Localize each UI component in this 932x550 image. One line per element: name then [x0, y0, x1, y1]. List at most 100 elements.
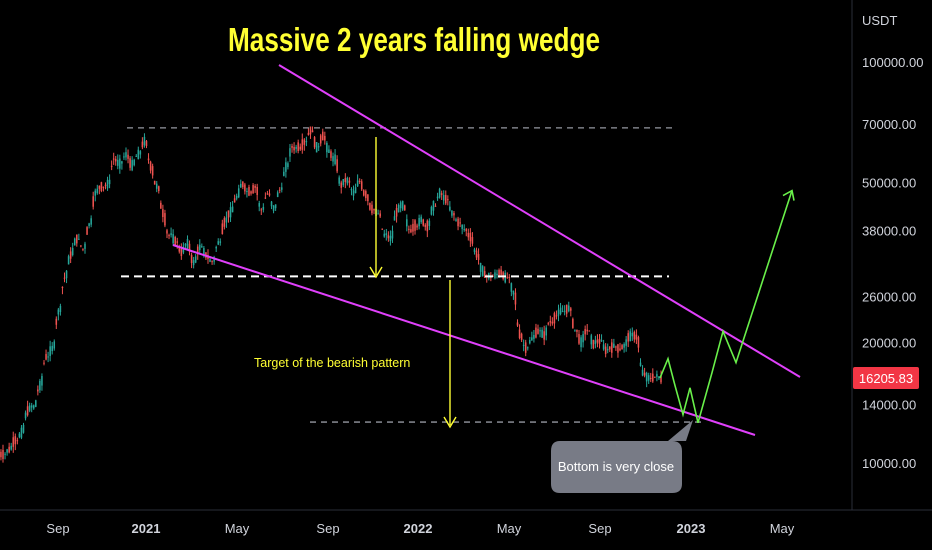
candle-body — [293, 146, 295, 151]
candle-body — [467, 232, 470, 238]
candle-body — [178, 246, 181, 252]
candle-body — [373, 208, 375, 211]
candle-body — [611, 342, 613, 353]
candle-body — [41, 376, 43, 386]
candle-body — [344, 178, 347, 183]
candle-body — [117, 159, 119, 166]
candle-body — [192, 260, 195, 266]
candle-body — [383, 233, 386, 237]
candle-body — [26, 406, 29, 416]
callout-box — [551, 420, 693, 493]
candle-body — [656, 374, 658, 377]
y-tick-label: 38000.00 — [862, 224, 916, 239]
candle-body — [305, 141, 308, 143]
candle-body — [215, 246, 217, 249]
projection-arrowhead — [782, 189, 795, 201]
candle-body — [342, 179, 345, 186]
candle-body — [188, 243, 191, 252]
candle-body — [504, 272, 506, 283]
candle-body — [287, 163, 289, 168]
candle-body — [600, 340, 603, 342]
candle-body — [92, 196, 94, 207]
candle-body — [227, 210, 230, 218]
chart-title: Massive 2 years falling wedge — [228, 21, 600, 58]
candle-body — [592, 339, 595, 349]
x-tick-label: May — [770, 521, 795, 536]
candle-body — [518, 329, 521, 339]
candle-body — [147, 158, 150, 161]
candle-body — [39, 380, 41, 391]
x-tick-label: 2023 — [677, 521, 706, 536]
candle-body — [274, 204, 277, 209]
candle-body — [371, 204, 373, 214]
candle-body — [158, 186, 160, 192]
height-arrow-head — [369, 266, 383, 279]
candle-body — [184, 243, 187, 246]
candle-body — [321, 131, 324, 141]
candle-body — [584, 329, 586, 335]
candle-body — [47, 356, 49, 358]
candle-body — [567, 305, 570, 312]
candle-body — [590, 335, 593, 345]
candle-body — [625, 339, 627, 346]
candle-body — [125, 152, 127, 158]
candle-body — [410, 229, 412, 233]
candle-body — [319, 135, 322, 144]
price-axis[interactable]: 10000.00 14000.00 20000.00 26000.00 38000.00… — [862, 55, 923, 471]
candle-body — [401, 201, 404, 210]
candle-body — [104, 184, 107, 186]
candle-body — [436, 196, 439, 199]
candle-body — [49, 346, 51, 356]
candle-body — [174, 237, 176, 246]
candle-body — [330, 151, 332, 158]
candle-body — [135, 155, 138, 157]
candle-body — [80, 245, 82, 247]
candle-body — [53, 341, 56, 349]
candle-body — [67, 256, 70, 265]
y-tick-label: 70000.00 — [862, 117, 916, 132]
candle-body — [582, 334, 584, 343]
candle-body — [516, 322, 519, 326]
candle-body — [121, 161, 123, 164]
x-tick-label: Sep — [46, 521, 69, 536]
candle-body — [112, 158, 115, 160]
candle-body — [395, 207, 398, 217]
candle-body — [455, 219, 457, 221]
candle-body — [533, 334, 535, 339]
candle-body — [465, 229, 468, 232]
candle-body — [141, 141, 144, 148]
candle-body — [500, 269, 502, 275]
candle-body — [352, 190, 355, 196]
candle-body — [510, 283, 513, 292]
x-tick-label: Sep — [316, 521, 339, 536]
candle-body — [63, 277, 66, 279]
candle-body — [4, 453, 6, 455]
candle-body — [633, 331, 636, 340]
candle-body — [160, 202, 162, 209]
candle-body — [12, 437, 15, 447]
candle-body — [477, 254, 480, 261]
candle-body — [209, 259, 211, 262]
candle-body — [442, 195, 445, 201]
time-axis[interactable]: Sep 2021 May Sep 2022 May Sep 2023 May — [46, 521, 794, 536]
candle-body — [6, 449, 8, 453]
candle-body — [604, 346, 607, 355]
candle-body — [90, 218, 92, 225]
candle-body — [143, 136, 146, 146]
candle-body — [73, 238, 76, 246]
candle-body — [557, 309, 560, 316]
candle-body — [498, 269, 500, 276]
candle-body — [524, 342, 527, 353]
candle-body — [360, 181, 363, 190]
candle-body — [151, 166, 154, 176]
candle-body — [512, 290, 515, 295]
candle-body — [315, 142, 318, 153]
candle-body — [346, 177, 349, 184]
candle-body — [235, 195, 238, 199]
candle-body — [84, 243, 86, 249]
x-tick-label: 2021 — [132, 521, 161, 536]
candle-body — [461, 224, 463, 229]
candle-body — [447, 199, 449, 201]
